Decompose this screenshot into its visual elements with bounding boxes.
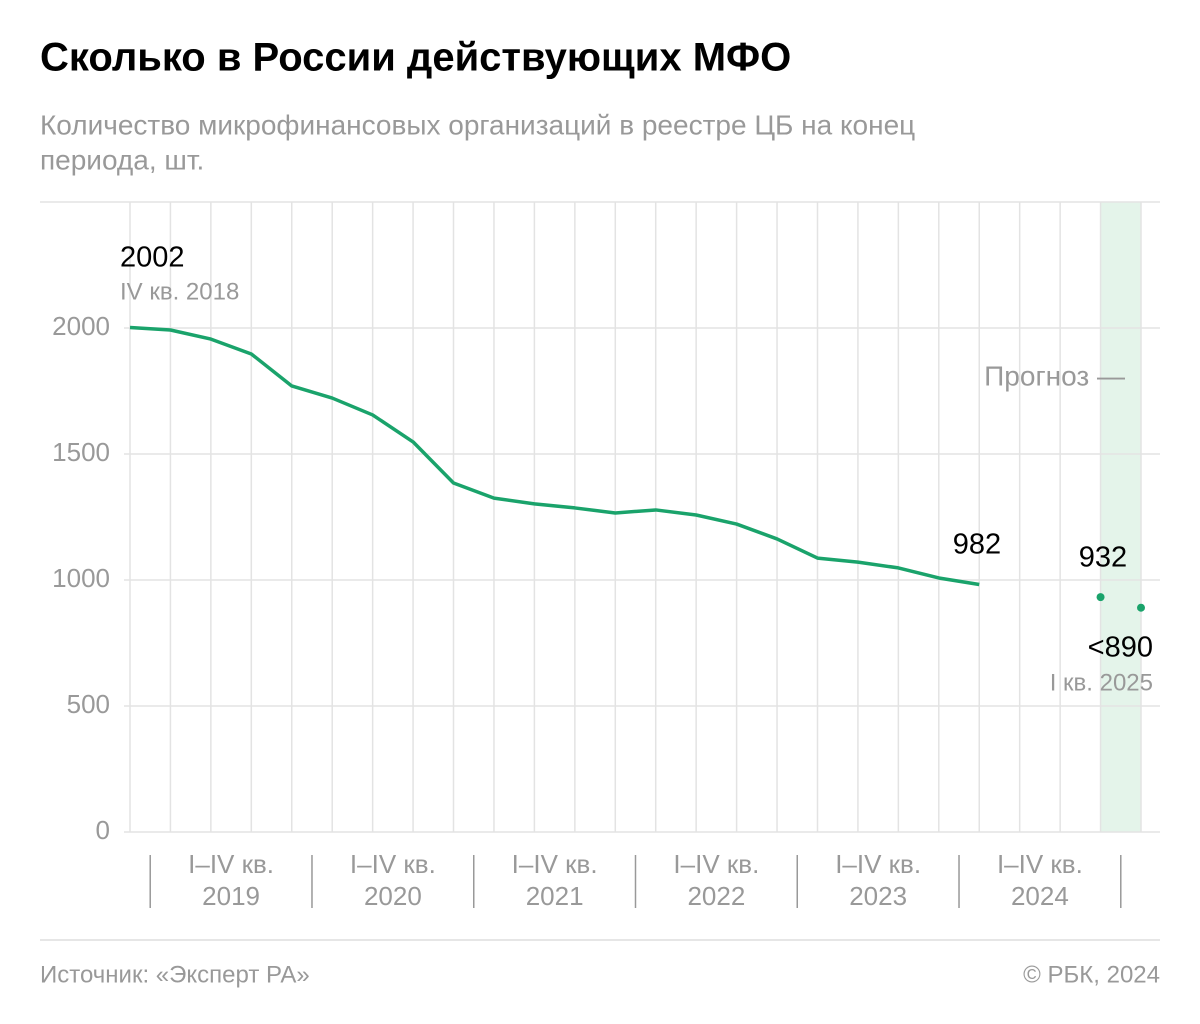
forecast-band: [1100, 202, 1141, 832]
x-group-label: 2024: [1011, 881, 1069, 911]
legend-label: Прогноз —: [984, 360, 1125, 391]
chart-title: Сколько в России действующих МФО: [40, 36, 791, 80]
data-point: [1096, 593, 1105, 602]
data-point: [1137, 603, 1145, 612]
chart-subtitle: периода, шт.: [40, 144, 204, 175]
data-label: 2002: [120, 242, 185, 274]
x-group-label: I–IV кв.: [512, 849, 598, 879]
x-group-label: I–IV кв.: [835, 849, 921, 879]
x-group-label: 2021: [526, 881, 584, 911]
x-group-label: 2022: [687, 881, 745, 911]
data-label: 932: [1079, 542, 1127, 574]
y-tick-label: 1500: [52, 437, 110, 467]
data-line: [129, 325, 980, 587]
x-group-label: 2023: [849, 881, 907, 911]
chart-subtitle: Количество микрофинансовых организаций в…: [40, 109, 915, 140]
y-tick-label: 500: [67, 689, 110, 719]
credit: © РБК, 2024: [1023, 961, 1160, 988]
x-group-label: 2019: [202, 881, 260, 911]
source: Источник: «Эксперт РА»: [40, 961, 310, 988]
x-group-label: I–IV кв.: [350, 849, 436, 879]
data-label: <890: [1088, 632, 1153, 664]
x-group-label: I–IV кв.: [997, 849, 1083, 879]
y-tick-label: 0: [96, 815, 110, 845]
x-group-label: I–IV кв.: [673, 849, 759, 879]
y-tick-label: 1000: [52, 563, 110, 593]
annotation: IV кв. 2018: [120, 278, 239, 305]
x-group-label: I–IV кв.: [188, 849, 274, 879]
y-tick-label: 2000: [52, 311, 110, 341]
data-label: 982: [953, 529, 1001, 561]
x-group-label: 2020: [364, 881, 422, 911]
annotation: I кв. 2025: [1050, 669, 1153, 696]
